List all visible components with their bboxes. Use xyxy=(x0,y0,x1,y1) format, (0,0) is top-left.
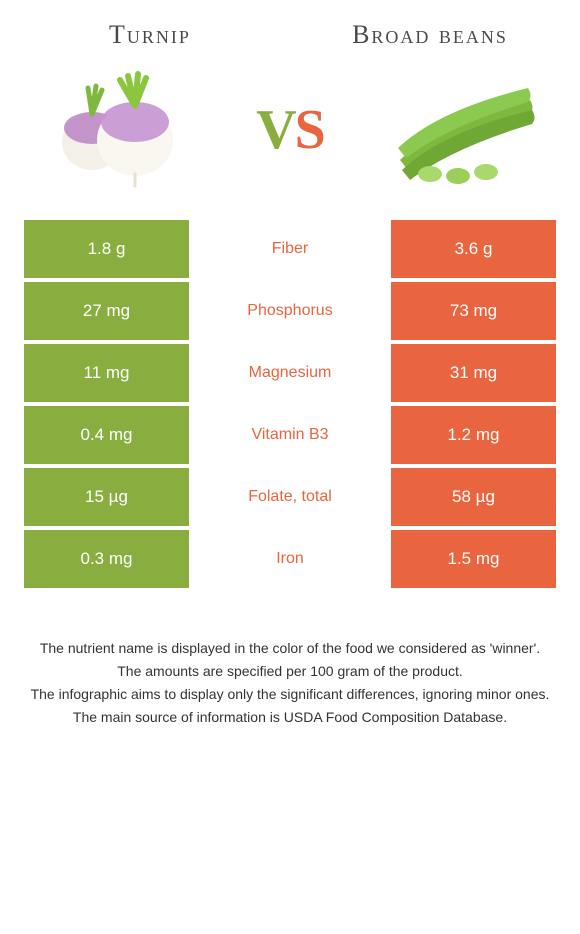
header: Turnip Broad beans xyxy=(0,0,580,60)
left-value: 15 µg xyxy=(24,468,189,526)
vs-label: VS xyxy=(256,98,324,162)
broad-beans-image xyxy=(380,70,540,190)
nutrient-label: Fiber xyxy=(189,220,391,278)
nutrient-row: 1.8 gFiber3.6 g xyxy=(24,220,556,278)
right-food-title: Broad beans xyxy=(330,20,530,50)
left-value: 11 mg xyxy=(24,344,189,402)
nutrient-row: 0.3 mgIron1.5 mg xyxy=(24,530,556,588)
footer-line: The amounts are specified per 100 gram o… xyxy=(30,661,550,682)
right-value: 3.6 g xyxy=(391,220,556,278)
left-value: 0.4 mg xyxy=(24,406,189,464)
right-value: 73 mg xyxy=(391,282,556,340)
nutrient-label: Folate, total xyxy=(189,468,391,526)
vs-v: V xyxy=(256,99,294,161)
vs-s: S xyxy=(295,99,324,161)
right-value: 1.5 mg xyxy=(391,530,556,588)
left-food-title: Turnip xyxy=(50,20,250,50)
left-value: 1.8 g xyxy=(24,220,189,278)
left-value: 0.3 mg xyxy=(24,530,189,588)
nutrient-label: Phosphorus xyxy=(189,282,391,340)
right-value: 31 mg xyxy=(391,344,556,402)
nutrient-label: Vitamin B3 xyxy=(189,406,391,464)
left-value: 27 mg xyxy=(24,282,189,340)
nutrient-table: 1.8 gFiber3.6 g27 mgPhosphorus73 mg11 mg… xyxy=(24,220,556,588)
right-value: 58 µg xyxy=(391,468,556,526)
nutrient-row: 15 µgFolate, total58 µg xyxy=(24,468,556,526)
nutrient-label: Magnesium xyxy=(189,344,391,402)
nutrient-row: 11 mgMagnesium31 mg xyxy=(24,344,556,402)
nutrient-row: 27 mgPhosphorus73 mg xyxy=(24,282,556,340)
footer-line: The nutrient name is displayed in the co… xyxy=(30,638,550,659)
right-value: 1.2 mg xyxy=(391,406,556,464)
footer-notes: The nutrient name is displayed in the co… xyxy=(0,638,580,728)
turnip-image xyxy=(40,70,200,190)
footer-line: The main source of information is USDA F… xyxy=(30,707,550,728)
nutrient-row: 0.4 mgVitamin B31.2 mg xyxy=(24,406,556,464)
footer-line: The infographic aims to display only the… xyxy=(30,684,550,705)
images-row: VS xyxy=(0,60,580,220)
nutrient-label: Iron xyxy=(189,530,391,588)
